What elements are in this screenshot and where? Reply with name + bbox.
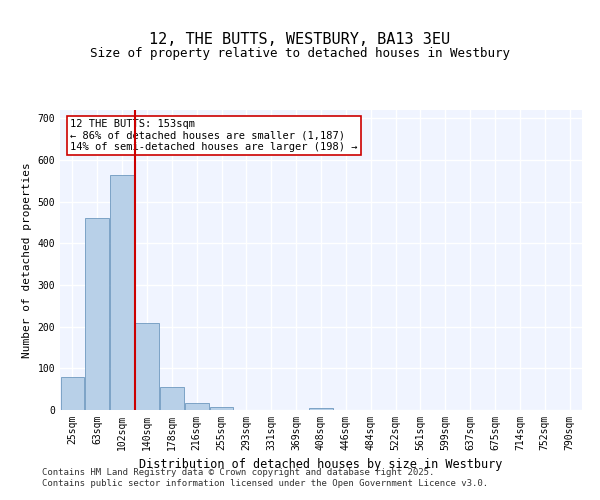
Y-axis label: Number of detached properties: Number of detached properties <box>22 162 32 358</box>
Bar <box>85 218 109 410</box>
X-axis label: Distribution of detached houses by size in Westbury: Distribution of detached houses by size … <box>139 458 503 471</box>
Bar <box>185 402 209 410</box>
Bar <box>61 376 84 410</box>
Bar <box>135 322 159 410</box>
Bar <box>160 387 184 410</box>
Bar <box>309 408 333 410</box>
Text: Size of property relative to detached houses in Westbury: Size of property relative to detached ho… <box>90 48 510 60</box>
Bar <box>110 174 134 410</box>
Text: 12, THE BUTTS, WESTBURY, BA13 3EU: 12, THE BUTTS, WESTBURY, BA13 3EU <box>149 32 451 48</box>
Bar <box>210 406 233 410</box>
Text: Contains HM Land Registry data © Crown copyright and database right 2025.
Contai: Contains HM Land Registry data © Crown c… <box>42 468 488 487</box>
Text: 12 THE BUTTS: 153sqm
← 86% of detached houses are smaller (1,187)
14% of semi-de: 12 THE BUTTS: 153sqm ← 86% of detached h… <box>70 119 358 152</box>
